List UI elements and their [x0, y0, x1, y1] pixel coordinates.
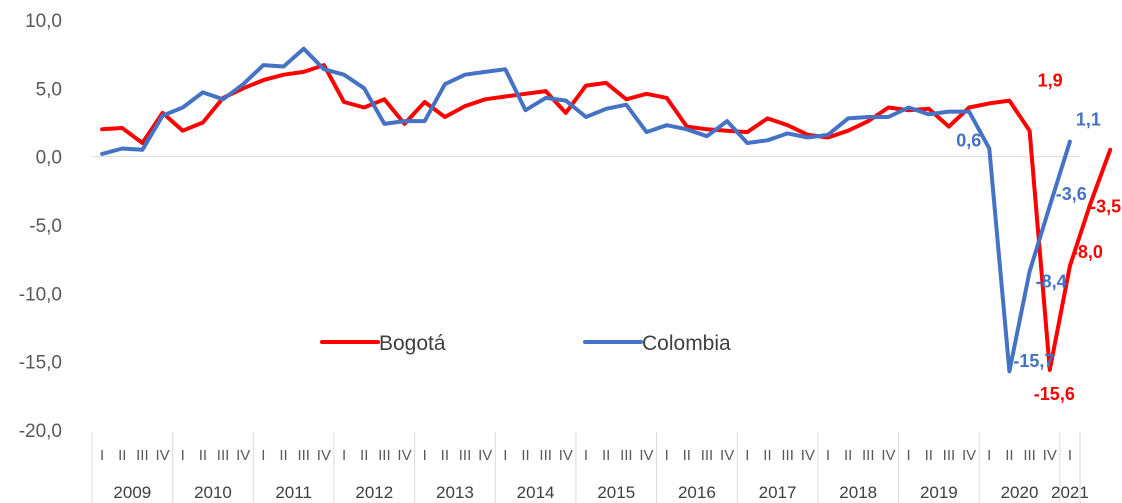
quarter-tick-label: IV [1043, 447, 1057, 464]
quarter-tick-label: II [118, 447, 126, 464]
quarter-tick-label: III [217, 447, 230, 464]
y-tick-label: 10,0 [25, 11, 62, 32]
quarter-tick-label: I [261, 447, 265, 464]
quarter-tick-label: III [620, 447, 633, 464]
series-line-bogota [100, 63, 1113, 372]
quarter-tick-label: IV [720, 447, 734, 464]
quarter-tick-label: IV [639, 447, 653, 464]
quarter-tick-label: I [1068, 447, 1072, 464]
quarter-tick-label: III [701, 447, 714, 464]
quarter-tick-label: I [987, 447, 991, 464]
year-label: 2021 [1051, 483, 1089, 502]
quarter-tick-label: II [763, 447, 771, 464]
y-tick-label: -10,0 [19, 284, 62, 305]
quarter-tick-label: I [907, 447, 911, 464]
year-label: 2013 [436, 483, 474, 502]
quarter-tick-label: IV [155, 447, 169, 464]
quarter-tick-label: IV [881, 447, 895, 464]
quarter-tick-label: III [862, 447, 875, 464]
quarter-tick-label: III [378, 447, 391, 464]
y-tick-label: 0,0 [36, 148, 62, 169]
quarter-tick-label: I [342, 447, 346, 464]
quarter-tick-label: III [1023, 447, 1036, 464]
quarter-tick-label: I [584, 447, 588, 464]
data-label: 1,9 [1038, 71, 1063, 91]
year-label: 2011 [275, 483, 312, 502]
series-lines [100, 46, 1113, 374]
quarter-tick-label: I [181, 447, 185, 464]
quarter-tick-label: II [360, 447, 368, 464]
quarter-tick-label: I [826, 447, 830, 464]
quarter-tick-label: I [423, 447, 427, 464]
quarter-tick-label: IV [317, 447, 331, 464]
series-line-colombia [100, 46, 1072, 374]
data-label: -3,6 [1056, 184, 1087, 204]
year-label: 2017 [759, 483, 797, 502]
quarter-tick-label: II [844, 447, 852, 464]
legend-label: Colombia [642, 332, 731, 355]
data-label: -3,5 [1090, 197, 1121, 217]
year-label: 2016 [678, 483, 716, 502]
year-label: 2019 [920, 483, 958, 502]
quarter-tick-label: II [602, 447, 610, 464]
year-label: 2015 [597, 483, 635, 502]
data-labels: 1,9-15,6-8,0-3,50,50,6-15,7-8,4-3,61,1 [956, 71, 1121, 404]
year-label: 2012 [355, 483, 393, 502]
data-label: 0,6 [956, 131, 981, 151]
quarter-tick-label: IV [236, 447, 250, 464]
data-label: -8,0 [1072, 242, 1103, 262]
quarter-tick-label: IV [397, 447, 411, 464]
data-label: 1,1 [1076, 110, 1101, 130]
data-label: -15,7 [1013, 351, 1054, 371]
year-label: 2018 [839, 483, 877, 502]
quarter-tick-label: I [100, 447, 104, 464]
quarter-tick-label: II [1005, 447, 1013, 464]
y-tick-label: -15,0 [19, 353, 62, 374]
legend-label: Bogotá [379, 332, 446, 355]
quarter-tick-label: III [943, 447, 956, 464]
quarter-tick-label: III [539, 447, 552, 464]
quarter-tick-label: II [441, 447, 449, 464]
quarter-tick-label: IV [559, 447, 573, 464]
quarter-tick-label: II [279, 447, 287, 464]
quarter-tick-label: I [745, 447, 749, 464]
data-label: -8,4 [1036, 272, 1067, 292]
data-label: -15,6 [1034, 384, 1075, 404]
y-tick-label: 5,0 [36, 79, 62, 100]
year-label: 2020 [1001, 483, 1039, 502]
quarter-tick-label: II [925, 447, 933, 464]
quarter-tick-label: IV [478, 447, 492, 464]
quarter-tick-label: III [297, 447, 310, 464]
quarter-tick-label: III [459, 447, 472, 464]
quarter-tick-label: I [503, 447, 507, 464]
year-label: 2014 [517, 483, 555, 502]
quarter-tick-label: II [683, 447, 691, 464]
y-tick-label: -20,0 [19, 421, 62, 442]
quarter-tick-label: III [136, 447, 149, 464]
quarter-tick-label: II [521, 447, 529, 464]
year-label: 2009 [113, 483, 151, 502]
quarter-tick-label: III [781, 447, 794, 464]
quarter-tick-label: I [665, 447, 669, 464]
y-tick-label: -5,0 [29, 216, 62, 237]
quarter-tick-label: IV [962, 447, 976, 464]
legend: Bogotá Colombia [320, 332, 731, 355]
quarter-tick-label: II [199, 447, 207, 464]
y-axis: 10,0 5,0 0,0 -5,0 -10,0 -15,0 -20,0 [19, 11, 62, 442]
quarter-tick-label: IV [801, 447, 815, 464]
year-label: 2010 [194, 483, 232, 502]
